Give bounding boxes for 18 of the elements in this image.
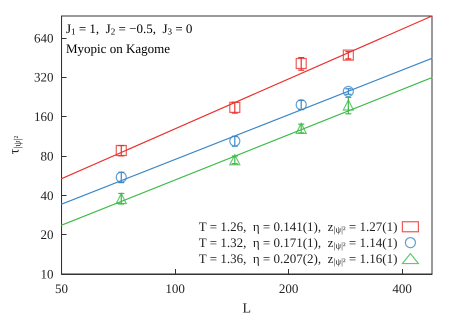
legend-label: T = 1.36, η = 0.207(2), z|ψ|² = 1.16(1): [198, 251, 398, 266]
annotation: J1 = 1, J2 = −0.5, J3 = 0: [66, 21, 192, 36]
y-tick-label: 320: [34, 70, 54, 85]
x-tick-label: 400: [392, 281, 412, 296]
y-tick-label: 80: [40, 148, 54, 164]
y-tick-label: 20: [40, 227, 54, 242]
legend-label: T = 1.26, η = 0.141(1), z|ψ|² = 1.27(1): [198, 219, 398, 235]
y-tick-label: 160: [34, 109, 54, 124]
y-axis-title: τ|ψ|²: [8, 136, 24, 154]
y-tick-label: 40: [40, 188, 54, 203]
legend-label: T = 1.32, η = 0.171(1), z|ψ|² = 1.14(1): [198, 235, 398, 251]
y-tick-label: 640: [34, 30, 54, 46]
x-tick-label: 100: [165, 281, 185, 296]
x-axis-title: L: [242, 302, 252, 316]
x-tick-label: 50: [55, 281, 68, 296]
y-tick-label: 10: [40, 266, 54, 282]
annotation: Myopic on Kagome: [66, 41, 170, 56]
x-tick-label: 200: [278, 281, 298, 296]
